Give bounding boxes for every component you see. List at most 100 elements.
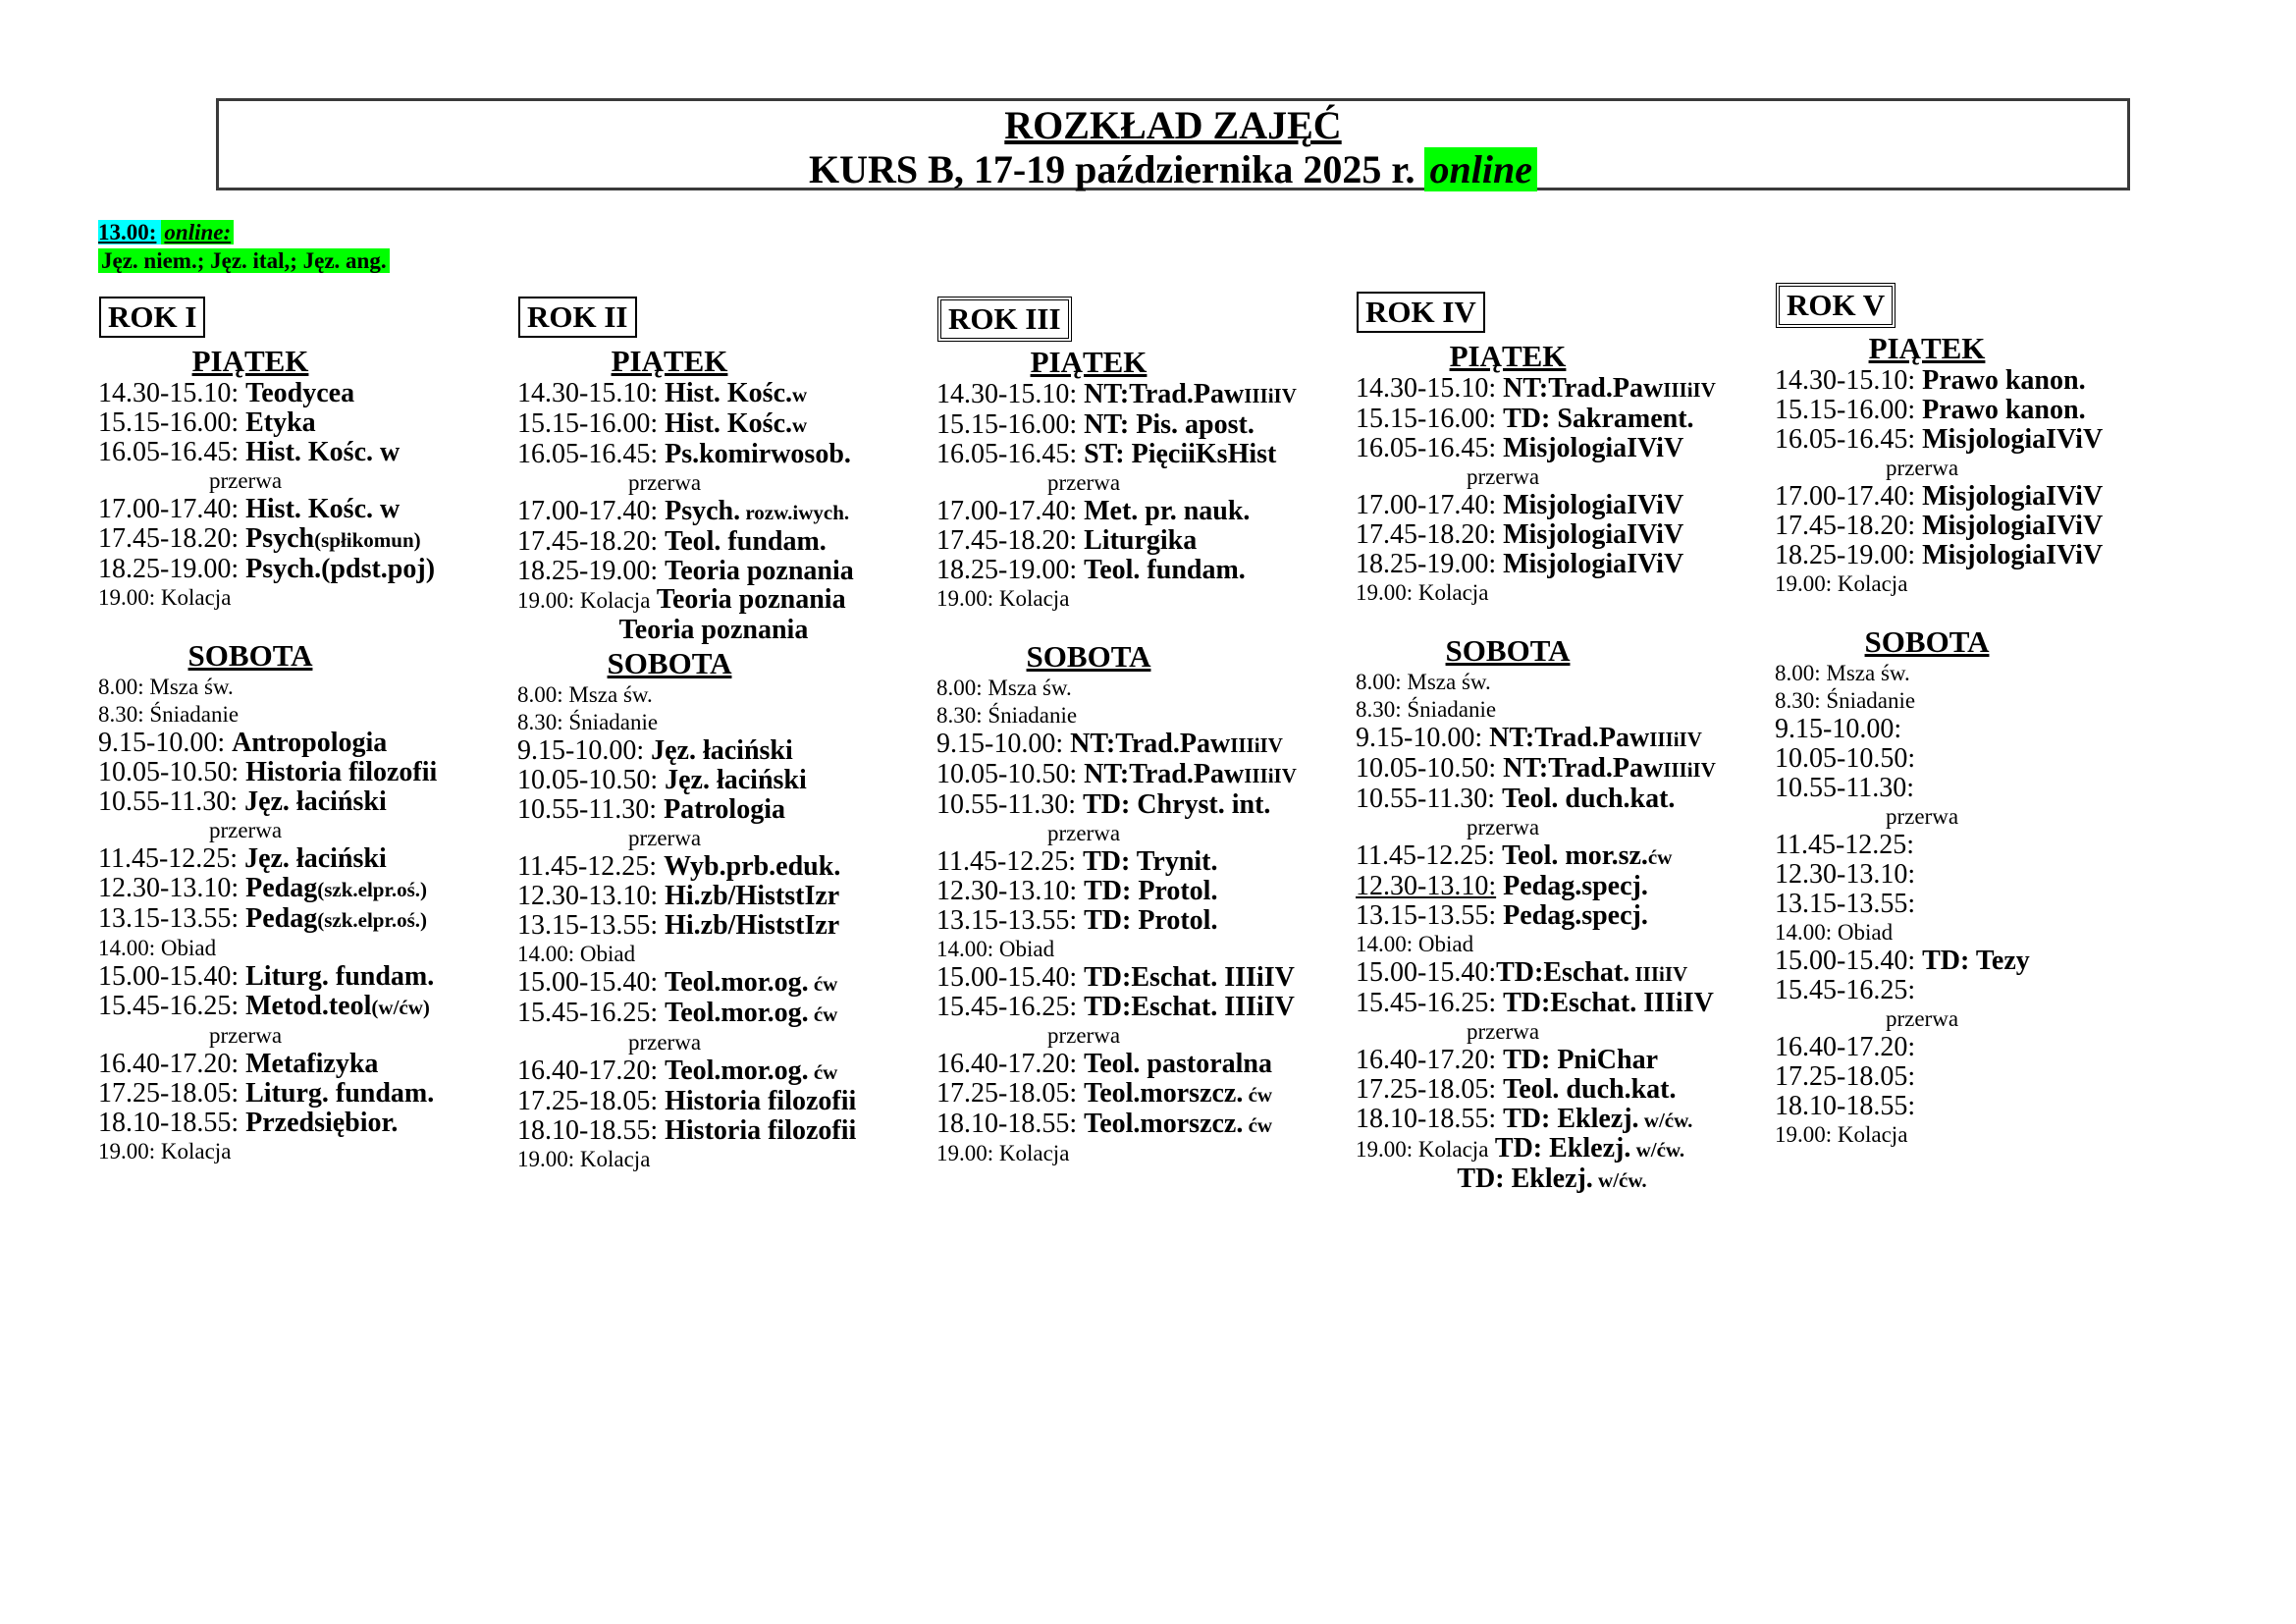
row-time: 16.40-17.20:: [936, 1049, 1078, 1079]
row-time: 17.45-18.20:: [517, 526, 659, 557]
row-time: 14.30-15.10:: [98, 378, 240, 408]
row-subject: NT:Trad.Paw: [1503, 753, 1664, 784]
row-subject: MisjologiaIViV: [1922, 540, 2104, 570]
row-subject: TD:Eschat.: [1496, 957, 1630, 988]
row-time: 8.00: Msza św.: [517, 682, 653, 707]
row-subject: TD: Eklezj.: [1457, 1164, 1593, 1194]
year-column-4: ROK IV PIĄTEK 14.30-15.10: NT:Trad.PawIIIi…: [1356, 283, 1775, 1196]
row-subject: Teodycea: [245, 378, 355, 408]
break-row: przerwa: [208, 468, 283, 493]
schedule-row: 12.30-13.10: TD: Protol.: [936, 877, 1356, 906]
row-time: 10.05-10.50:: [1775, 743, 1916, 774]
row-subject: Hist. Kośc. w: [245, 437, 400, 467]
row-time: 17.00-17.40:: [1775, 481, 1916, 512]
row-time: 17.45-18.20:: [1775, 511, 1916, 541]
page-title: ROZKŁAD ZAJĘĆ: [219, 103, 2127, 147]
row-time: 8.00: Msza św.: [1356, 670, 1491, 694]
row-time: 9.15-10.00:: [517, 735, 645, 766]
schedule-row: 15.45-16.25: TD:Eschat. IIIiIV: [936, 993, 1356, 1022]
row-subject: Psych.(pdst.poj): [245, 554, 436, 584]
schedule-row: 18.10-18.55: Historia filozofii: [517, 1116, 936, 1146]
row-subject: TD: Chryst. int.: [1083, 789, 1271, 820]
row-subject-suffix: IIIiIV: [1244, 384, 1297, 407]
schedule-row: 16.05-16.45: Hist. Kośc. w: [98, 438, 517, 467]
schedule-row: 10.05-10.50: Historia filozofii: [98, 758, 517, 787]
schedule-header-box: ROZKŁAD ZAJĘĆ KURS B, 17-19 października…: [216, 98, 2130, 191]
row-time: 12.30-13.10:: [1356, 871, 1497, 901]
break-row: przerwa: [627, 1030, 702, 1055]
row-time: 8.30: Śniadanie: [1775, 688, 1916, 713]
row-time: 13.15-13.55:: [517, 910, 659, 941]
schedule-row: 10.05-10.50: NT:Trad.PawIIIiIV: [936, 760, 1356, 790]
row-time: 10.05-10.50:: [936, 759, 1078, 789]
schedule-row: 17.25-18.05: Teol. duch.kat.: [1356, 1075, 1775, 1105]
break-row: przerwa: [1046, 1023, 1121, 1048]
schedule-row-small: 8.30: Śniadanie: [1775, 687, 2194, 715]
row-time: 18.25-19.00:: [1356, 549, 1497, 579]
schedule-row: 11.45-12.25: Wyb.prb.eduk.: [517, 852, 936, 882]
row-time: 12.30-13.10:: [98, 873, 240, 903]
row-time: 9.15-10.00:: [936, 729, 1064, 759]
row-subject-suffix: ćw: [808, 1002, 838, 1026]
schedule-row: 15.15-16.00: NT: Pis. apost.: [936, 410, 1356, 440]
schedule-row: 16.05-16.45: ST: PięciiKsHist: [936, 440, 1356, 469]
row-subject: Jęz. łaciński: [244, 843, 387, 874]
row-subject: Przedsiębior.: [245, 1108, 399, 1138]
schedule-row: 17.00-17.40: MisjologiaIViV: [1356, 491, 1775, 520]
row-time: 19.00: Kolacja: [1775, 1122, 1908, 1147]
row-time: 15.45-16.25:: [1775, 975, 1916, 1005]
day-header-text: PIĄTEK: [1449, 339, 1567, 373]
row-subject-suffix: ćw: [1243, 1083, 1273, 1107]
row-subject: Teoria poznania: [650, 584, 846, 615]
row-subject: Liturg. fundam.: [245, 961, 435, 992]
row-time: 15.15-16.00:: [98, 407, 240, 438]
schedule-row: 17.25-18.05:: [1775, 1062, 2194, 1092]
row-subject: Jęz. łaciński: [665, 765, 807, 795]
schedule-row-small: 8.00: Msza św.: [936, 675, 1356, 702]
schedule-row-small: 19.00: Kolacja: [1356, 579, 1775, 607]
row-subject-suffix: w: [792, 413, 808, 437]
row-time: 8.00: Msza św.: [98, 675, 234, 699]
row-time: 11.45-12.25:: [1775, 830, 1915, 860]
row-subject: Teol.morszcz.: [1084, 1078, 1244, 1109]
page-title-text: ROZKŁAD ZAJĘĆ: [1004, 103, 1342, 147]
row-time: 17.45-18.20:: [1356, 519, 1497, 550]
row-time: 15.45-16.25:: [517, 998, 659, 1028]
row-subject: Teol. fundam.: [665, 526, 827, 557]
schedule-row: 15.45-16.25: Metod.teol(w/ćw): [98, 992, 517, 1022]
row-time: 16.05-16.45:: [1775, 424, 1916, 455]
row-time: 12.30-13.10:: [517, 881, 659, 911]
schedule-row-small: 14.00: Obiad: [1356, 931, 1775, 958]
row-subject: Teol.mor.og.: [665, 967, 809, 998]
row-subject: NT:Trad.Paw: [1070, 729, 1231, 759]
row-time: 12.30-13.10:: [1775, 859, 1916, 890]
row-time: 16.05-16.45:: [1356, 433, 1497, 463]
row-subject: Pedag: [245, 873, 318, 903]
row-subject: Pedag.specj.: [1503, 871, 1648, 901]
row-time: 18.25-19.00:: [1775, 540, 1916, 570]
schedule-row-small: 19.00: Kolacja: [517, 1146, 936, 1173]
row-time: 15.45-16.25:: [936, 992, 1078, 1022]
row-subject: TD: Eklezj.: [1488, 1133, 1631, 1164]
row-time: 10.55-11.30:: [517, 794, 658, 825]
row-time: 10.55-11.30:: [98, 786, 239, 817]
row-time: 15.00-15.40:: [517, 967, 659, 998]
row-time: 15.00-15.40:: [1775, 946, 1916, 976]
year-column-2: ROK II PIĄTEK 14.30-15.10: Hist. Kośc.w 15.…: [517, 283, 936, 1196]
row-time: 18.10-18.55:: [517, 1115, 659, 1146]
break-row: przerwa: [1466, 815, 1540, 839]
day-header: SOBOTA: [1356, 632, 1660, 669]
schedule-row: 18.25-19.00: Psych.(pdst.poj): [98, 555, 517, 584]
row-time: 8.30: Śniadanie: [936, 703, 1078, 728]
row-subject-suffix: IIIiIV: [1629, 962, 1688, 986]
schedule-row: 13.15-13.55: Pedag.specj.: [1356, 901, 1775, 931]
row-time: 13.15-13.55:: [1356, 900, 1497, 931]
note-online-label: online:: [161, 220, 235, 244]
row-subject: Antropologia: [232, 728, 388, 758]
row-time: 16.05-16.45:: [936, 439, 1078, 469]
schedule-row: 10.05-10.50: NT:Trad.PawIIIiIV: [1356, 754, 1775, 785]
row-time: 16.40-17.20:: [517, 1056, 659, 1086]
row-time: 18.10-18.55:: [1356, 1104, 1497, 1134]
row-time: 19.00: Kolacja: [98, 585, 232, 610]
schedule-row: 15.45-16.25: Teol.mor.og. ćw: [517, 999, 936, 1029]
